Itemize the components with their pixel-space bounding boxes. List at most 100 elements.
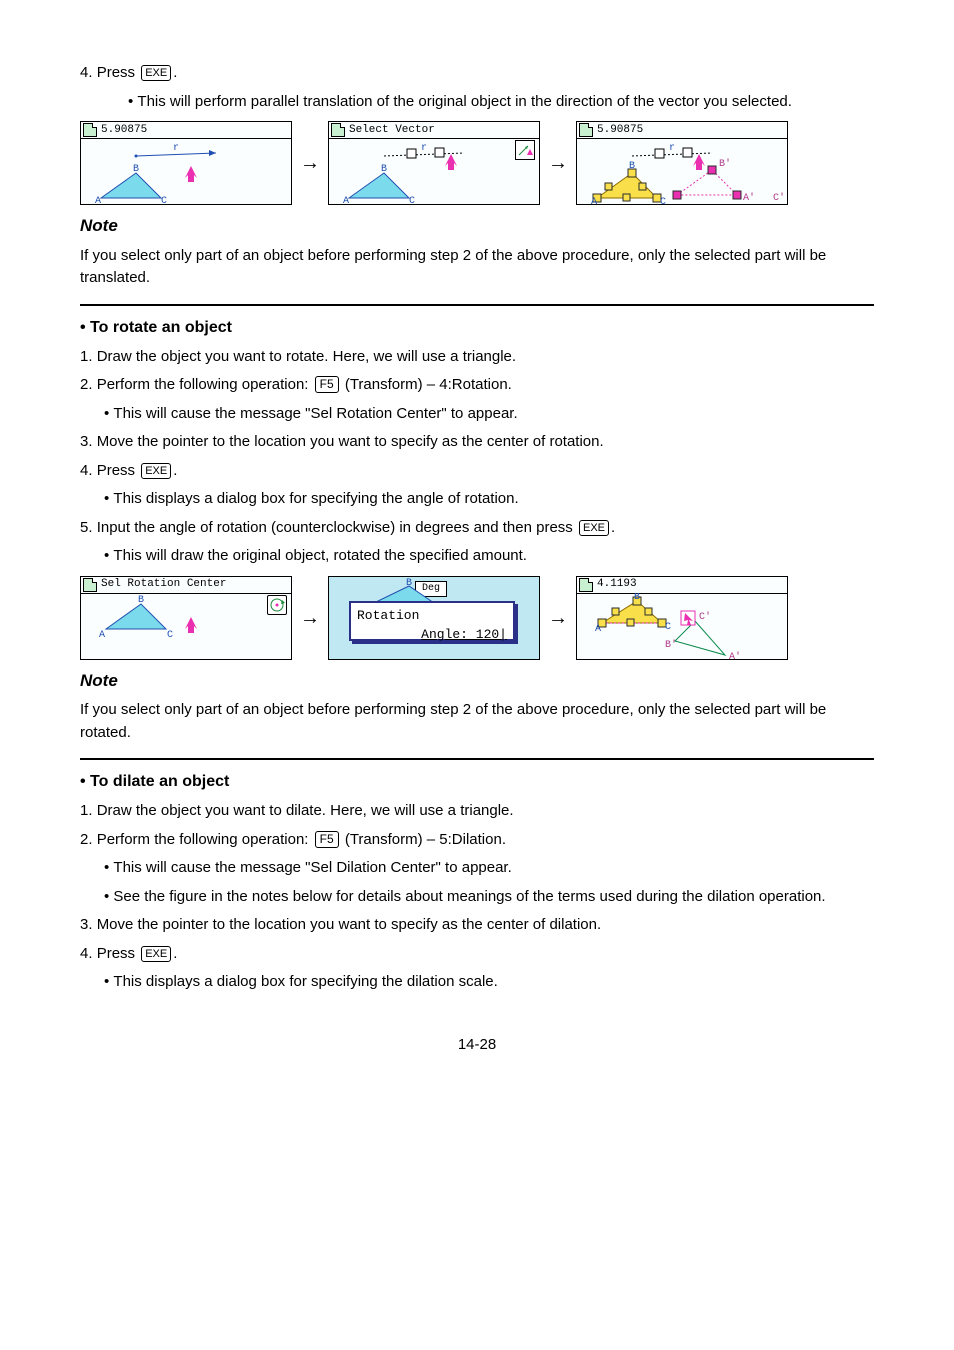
handle [435,148,444,157]
label-C: C [409,196,415,204]
fig-rot-after: 4.1193 A B C A' B' C' [576,576,788,660]
dialog-line1: Rotation [357,606,507,626]
fig-title: 4.1193 [597,576,637,593]
fig-after: 5.90875 A B C r A' [576,121,788,205]
f5-key: F5 [315,831,339,848]
fig-title: Select Vector [349,122,435,139]
label-Cp: C' [773,192,785,204]
dilate-step-3: 3. Move the pointer to the location you … [80,914,874,937]
label-A: A [595,624,601,635]
rotate-step-2: 2. Perform the following operation: F5 (… [80,374,874,397]
dilate-step-2-sub1: This will cause the message "Sel Dilatio… [80,857,874,880]
exe-key: EXE [141,463,171,479]
page-number: 14-28 [80,1034,874,1057]
handle [605,183,612,190]
rotate-step-1: 1. Draw the object you want to rotate. H… [80,346,874,369]
label-B: B [406,578,412,589]
handle [623,194,630,201]
label-C: C [665,622,671,633]
handle [683,148,692,157]
rotation-center-icon [267,595,287,615]
separator [80,758,874,760]
rotate-step-3: 3. Move the pointer to the location you … [80,431,874,454]
fig-title: 5.90875 [101,122,147,139]
dilate-step-4-sub: This displays a dialog box for specifyin… [80,971,874,994]
fig-titlebar: 5.90875 [577,122,787,139]
vector-origin [135,155,138,158]
section-dilate: To dilate an object [80,770,874,794]
select-vector-icon [515,140,535,160]
handle [708,166,716,174]
label-C: C [161,196,167,204]
fig-title: Sel Rotation Center [101,576,226,593]
label-A: A [343,196,349,204]
label-r: r [173,143,179,154]
handle [673,191,681,199]
rotate-step-4: 4. Press EXE. [80,460,874,483]
label-Bp: B' [719,158,731,170]
label-A: A [99,630,105,641]
note-heading: Note [80,213,874,239]
fig-titlebar: Sel Rotation Center [81,577,291,594]
doc-icon [579,578,593,592]
label-C: C [167,630,173,641]
triangle [101,173,161,198]
rotate-step-4-sub: This displays a dialog box for specifyin… [80,488,874,511]
label-B: B [381,164,387,175]
fig-canvas: A B C [81,593,291,659]
arrow-icon: → [300,148,320,178]
pointer-icon [185,617,197,633]
figure-row-translation: 5.90875 A B C r → Select Vector A [80,121,874,205]
fig-canvas: A B C A' B' C' [577,593,787,659]
label-C: C [660,197,666,204]
step-4-sub: This will perform parallel translation o… [80,91,874,114]
exe-key: EXE [141,946,171,962]
fig-select-vector: Select Vector A B C r [328,121,540,205]
triangle [349,173,409,198]
vector-arrowhead [209,150,216,156]
fig-title: 5.90875 [597,122,643,139]
dilate-step-2: 2. Perform the following operation: F5 (… [80,829,874,852]
label-Bp: B' [665,639,677,651]
doc-icon [331,123,345,137]
dilate-step-4: 4. Press EXE. [80,943,874,966]
fig-before: 5.90875 A B C r [80,121,292,205]
rotate-step-5: 5. Input the angle of rotation (counterc… [80,517,874,540]
fig-canvas: A B C r [329,138,539,204]
step-4: 4. Press EXE. [80,62,874,85]
label-r: r [421,143,427,154]
fig-titlebar: Select Vector [329,122,539,139]
handle [655,149,664,158]
exe-key: EXE [579,520,609,536]
pointer-icon [185,166,197,182]
arrow-icon: → [548,603,568,633]
figure-row-rotation: Sel Rotation Center A B C → Deg B Rotati… [80,576,874,660]
label-A: A [591,197,597,204]
handle [733,191,741,199]
section-rotate: To rotate an object [80,316,874,340]
doc-icon [83,578,97,592]
label-Ap: A' [729,651,741,659]
handle [627,619,634,626]
fig-canvas: A B C r A' B' C' [577,138,787,204]
dialog-line2: Angle: 120| [357,625,507,645]
step-text: Press [97,64,135,81]
pointer-icon [681,611,695,625]
label-B: B [634,593,640,603]
handle [639,183,646,190]
label-B: B [133,164,139,175]
rotation-dialog: Rotation Angle: 120| [349,601,515,641]
triangle [106,604,166,629]
handle [407,149,416,158]
label-B: B [629,161,635,172]
separator [80,304,874,306]
step-num: 4. [80,64,93,81]
label-Cp: C' [699,611,711,623]
handle [645,608,652,615]
fig-rot-center: Sel Rotation Center A B C [80,576,292,660]
pointer-icon [693,154,705,170]
rotate-step-2-sub: This will cause the message "Sel Rotatio… [80,403,874,426]
note-body: If you select only part of an object bef… [80,699,874,744]
label-A: A [95,196,101,204]
handle [612,608,619,615]
